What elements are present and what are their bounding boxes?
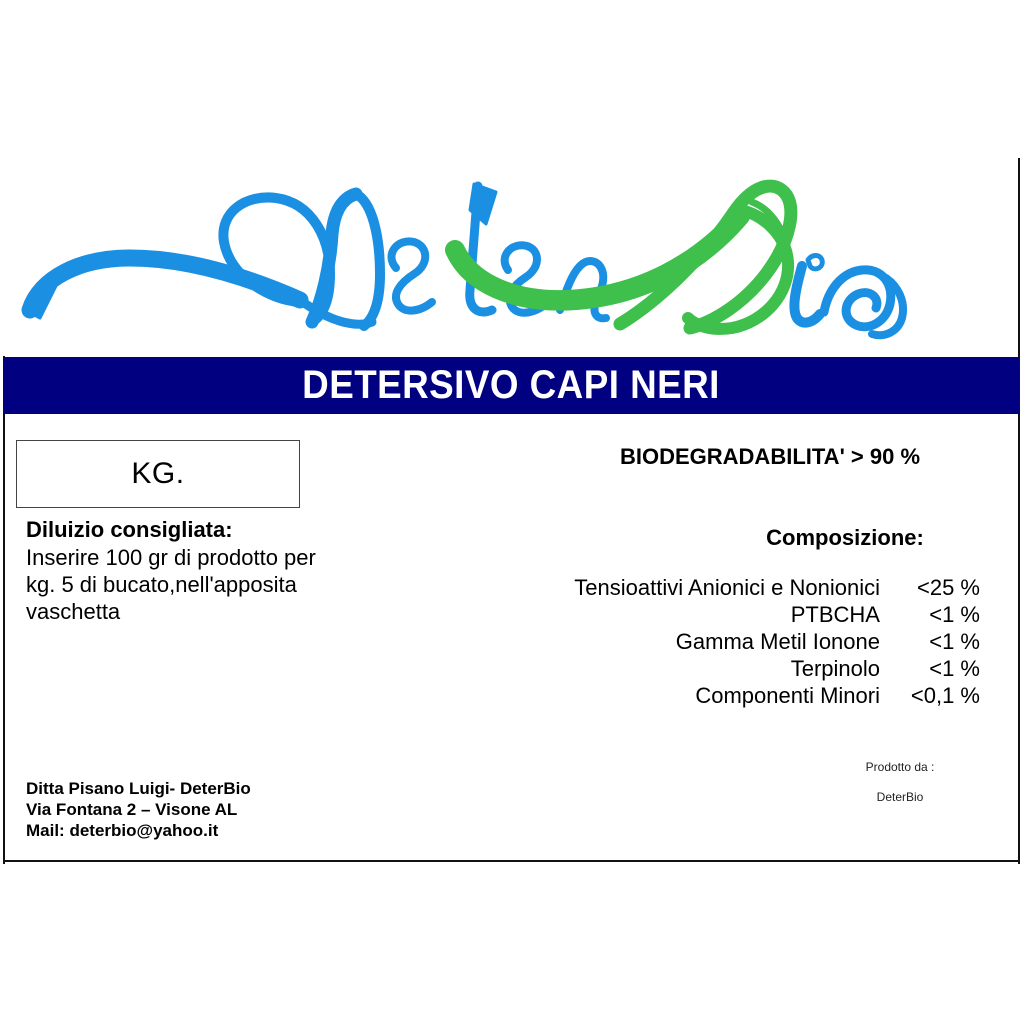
table-row: Terpinolo <1 % [548,655,980,682]
weight-kg-box: KG. [16,440,300,508]
deterbio-logo-icon [21,179,907,340]
brand-logo [0,150,1018,350]
label-border-left [3,356,5,864]
label-border-bottom [3,860,1019,862]
produced-by-name: DeterBio [876,790,924,804]
dilution-line-3: vaschetta [26,599,121,624]
ingredient-name: Tensioattivi Anionici e Nonionici [574,575,880,600]
ingredient-name: Componenti Minori [695,683,880,708]
table-row: PTBCHA <1 % [548,601,980,628]
ingredient-value: <0,1 % [910,683,980,708]
label-border-right [1018,158,1020,864]
table-row: Componenti Minori <0,1 % [548,682,980,709]
dilution-instructions: Diluizio consigliata: Inserire 100 gr di… [26,516,376,625]
ingredient-value: <1 % [929,629,980,654]
ingredient-value: <1 % [929,656,980,681]
produced-by-block: Prodotto da : DeterBio [800,760,1000,804]
ingredient-name: Gamma Metil Ionone [675,629,880,654]
company-address: Ditta Pisano Luigi- DeterBio Via Fontana… [26,778,446,841]
page-title: DETERSIVO CAPI NERI [302,363,720,407]
company-mail: Mail: deterbio@yahoo.it [26,821,219,840]
table-row: Gamma Metil Ionone <1 % [548,628,980,655]
company-street: Via Fontana 2 – Visone AL [26,800,238,819]
ingredient-value: <25 % [917,575,980,600]
ingredient-value: <1 % [929,602,980,627]
dilution-heading: Diluizio consigliata: [26,517,233,542]
composition-table: Tensioattivi Anionici e Nonionici <25 % … [548,574,980,709]
weight-kg-value: KG. [131,457,185,490]
composition-heading: Composizione: [766,525,924,550]
ingredient-name: PTBCHA [790,602,880,627]
company-name: Ditta Pisano Luigi- DeterBio [26,779,251,798]
biodegradability-statement: BIODEGRADABILITA' > 90 % [619,444,921,469]
dilution-line-1: Inserire 100 gr di prodotto per [26,545,316,570]
table-row: Tensioattivi Anionici e Nonionici <25 % [548,574,980,601]
produced-by-label: Prodotto da : [865,760,935,774]
product-title-banner: DETERSIVO CAPI NERI [3,357,1019,414]
ingredient-name: Terpinolo [790,656,880,681]
dilution-line-2: kg. 5 di bucato,nell'apposita [26,572,297,597]
